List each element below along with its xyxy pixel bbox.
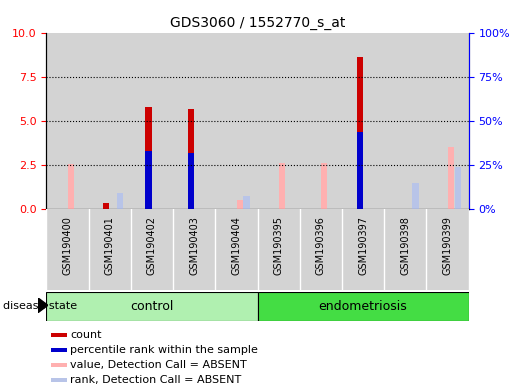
Bar — [46, 209, 89, 290]
Bar — [89, 33, 131, 209]
Bar — [279, 163, 285, 209]
Bar — [215, 33, 258, 209]
Text: GSM190396: GSM190396 — [316, 216, 326, 275]
Text: GSM190399: GSM190399 — [442, 216, 453, 275]
Text: GSM190398: GSM190398 — [400, 216, 410, 275]
Bar — [244, 196, 250, 209]
Bar — [413, 183, 419, 209]
Bar — [131, 33, 173, 209]
Bar — [67, 164, 74, 209]
Text: GSM190397: GSM190397 — [358, 216, 368, 275]
Bar — [187, 153, 194, 209]
Bar — [89, 209, 131, 290]
Text: GSM190404: GSM190404 — [231, 216, 242, 275]
Text: count: count — [70, 330, 101, 340]
Text: value, Detection Call = ABSENT: value, Detection Call = ABSENT — [70, 360, 247, 370]
Bar — [321, 163, 328, 209]
Bar — [384, 209, 426, 290]
Bar — [215, 209, 258, 290]
Bar — [145, 151, 152, 209]
Bar — [356, 132, 363, 209]
Text: endometriosis: endometriosis — [319, 300, 407, 313]
Polygon shape — [38, 298, 48, 313]
Bar — [145, 107, 152, 209]
Text: GSM190402: GSM190402 — [147, 216, 157, 275]
Bar — [173, 33, 215, 209]
Bar — [117, 194, 123, 209]
Text: disease state: disease state — [3, 301, 77, 311]
Text: control: control — [130, 300, 174, 313]
Text: GSM190395: GSM190395 — [273, 216, 284, 275]
Bar — [103, 203, 110, 209]
Bar — [356, 57, 363, 209]
Bar — [300, 209, 342, 290]
Text: GSM190400: GSM190400 — [62, 216, 73, 275]
Bar — [51, 348, 67, 352]
Text: GSM190403: GSM190403 — [189, 216, 199, 275]
Text: GSM190401: GSM190401 — [105, 216, 115, 275]
Bar — [51, 378, 67, 382]
Bar — [51, 333, 67, 337]
Bar — [51, 363, 67, 367]
Title: GDS3060 / 1552770_s_at: GDS3060 / 1552770_s_at — [170, 16, 345, 30]
Bar — [46, 292, 258, 321]
Bar — [342, 209, 384, 290]
Bar — [448, 147, 454, 209]
Bar — [455, 167, 461, 209]
Bar — [258, 292, 469, 321]
Text: rank, Detection Call = ABSENT: rank, Detection Call = ABSENT — [70, 375, 241, 384]
Bar — [258, 33, 300, 209]
Bar — [173, 209, 215, 290]
Text: percentile rank within the sample: percentile rank within the sample — [70, 345, 258, 355]
Bar — [236, 200, 243, 209]
Bar — [426, 33, 469, 209]
Bar — [258, 209, 300, 290]
Bar — [300, 33, 342, 209]
Bar — [187, 109, 194, 209]
Bar — [426, 209, 469, 290]
Bar — [384, 33, 426, 209]
Bar — [131, 209, 173, 290]
Bar — [342, 33, 384, 209]
Bar — [46, 33, 89, 209]
